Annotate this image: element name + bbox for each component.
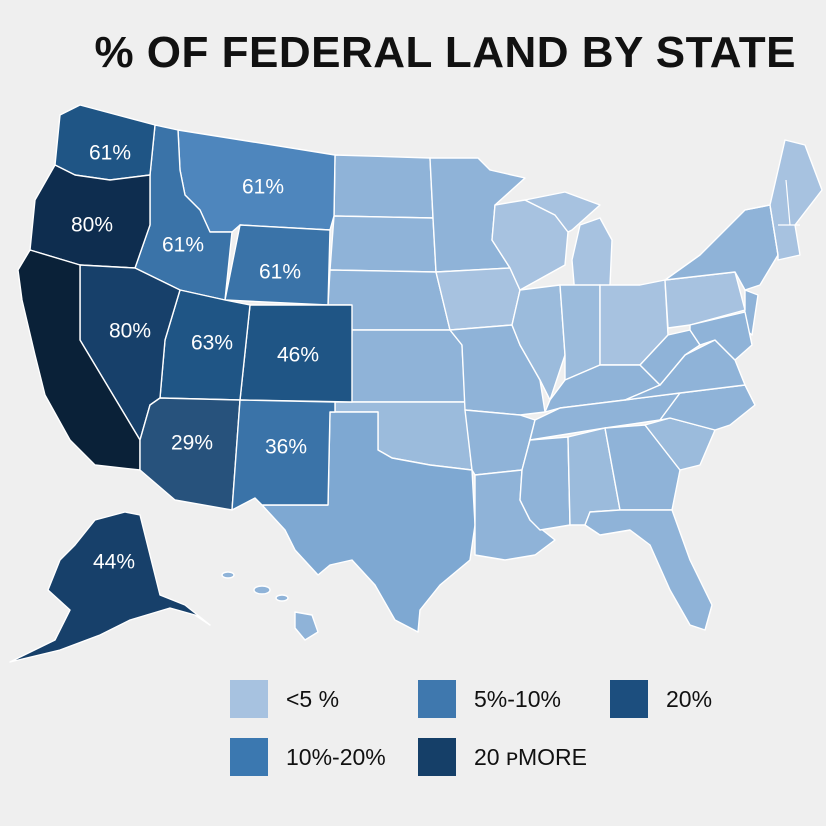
state-new-mexico[interactable] [231,399,336,511]
legend-label-2: 5%-10% [474,685,561,712]
label-colorado: 46% [277,344,319,367]
state-california[interactable] [17,249,141,471]
state-north-dakota[interactable] [333,154,434,219]
label-wyoming: 61% [259,261,301,284]
new-england-borders [769,179,800,256]
legend-label-1: <5 % [286,685,340,712]
state-south-dakota[interactable] [329,215,437,273]
legend-label-3: 20% [666,685,713,712]
legend-swatch-3 [610,680,648,718]
state-oregon[interactable] [29,164,151,269]
legend-swatch-4 [230,738,268,776]
western-states [17,104,353,511]
state-indiana[interactable] [559,284,601,381]
label-idaho: 61% [162,234,204,257]
eastern-states [261,139,823,633]
state-alaska[interactable] [9,511,211,663]
legend-swatch-5 [418,738,456,776]
hawaii-island-2 [253,585,271,595]
state-kansas[interactable] [349,329,466,403]
label-nevada: 80% [109,320,151,343]
map-title: % OF FEDERAL LAND BY STATE [94,28,796,77]
hawaii-island-1 [221,571,235,579]
label-alaska: 44% [93,551,135,574]
legend-item-3: 20% [610,680,712,718]
hawaii-island-big [294,611,319,641]
state-florida[interactable] [584,509,713,631]
state-texas[interactable] [261,411,476,633]
legend-item-5: 20 ᴘMORE [418,738,587,776]
legend-label-4: 10%-20% [286,743,386,770]
legend-swatch-2 [418,680,456,718]
label-new-mexico: 36% [265,436,307,459]
legend-label-5: 20 ᴘMORE [474,743,587,770]
legend-item-2: 5%-10% [418,680,561,718]
hawaii-island-3 [275,594,289,602]
legend-item-1: <5 % [230,680,339,718]
state-maryland-delaware[interactable] [689,311,753,361]
label-arizona: 29% [171,432,213,455]
label-washington: 61% [89,142,131,165]
legend-swatch-1 [230,680,268,718]
state-hawaii[interactable] [221,571,319,641]
legend-item-4: 10%-20% [230,738,386,776]
state-mississippi[interactable] [519,436,571,531]
label-oregon: 80% [71,214,113,237]
label-utah: 63% [191,332,233,355]
label-montana: 61% [242,176,284,199]
state-iowa[interactable] [435,267,521,331]
